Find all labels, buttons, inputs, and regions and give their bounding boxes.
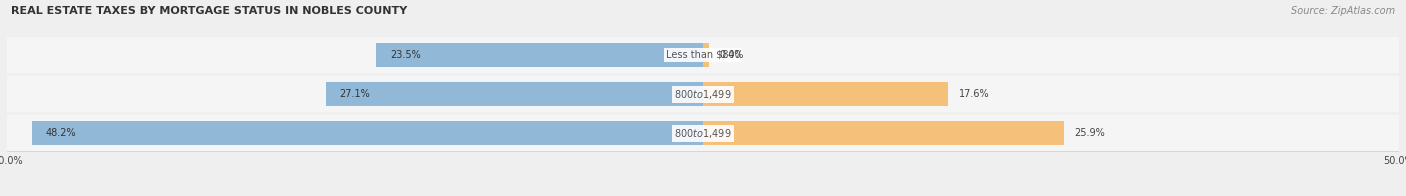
Bar (32, 121, 703, 145)
Bar (7, 76, 1399, 112)
Bar (703, 43, 709, 67)
Bar (326, 82, 703, 106)
Text: Source: ZipAtlas.com: Source: ZipAtlas.com (1291, 6, 1395, 16)
Text: 23.5%: 23.5% (389, 50, 420, 60)
Text: REAL ESTATE TAXES BY MORTGAGE STATUS IN NOBLES COUNTY: REAL ESTATE TAXES BY MORTGAGE STATUS IN … (11, 6, 408, 16)
Text: Less than $800: Less than $800 (665, 50, 741, 60)
Bar (7, 37, 1399, 73)
Text: $800 to $1,499: $800 to $1,499 (675, 88, 731, 101)
Bar (375, 43, 703, 67)
Text: $800 to $1,499: $800 to $1,499 (675, 127, 731, 140)
Legend: Without Mortgage, With Mortgage: Without Mortgage, With Mortgage (606, 195, 800, 196)
Text: 48.2%: 48.2% (46, 128, 77, 138)
Bar (703, 121, 1063, 145)
Bar (7, 115, 1399, 151)
Text: 25.9%: 25.9% (1074, 128, 1105, 138)
Text: 27.1%: 27.1% (340, 89, 370, 99)
Text: 17.6%: 17.6% (959, 89, 990, 99)
Text: 0.4%: 0.4% (720, 50, 744, 60)
Bar (703, 82, 948, 106)
